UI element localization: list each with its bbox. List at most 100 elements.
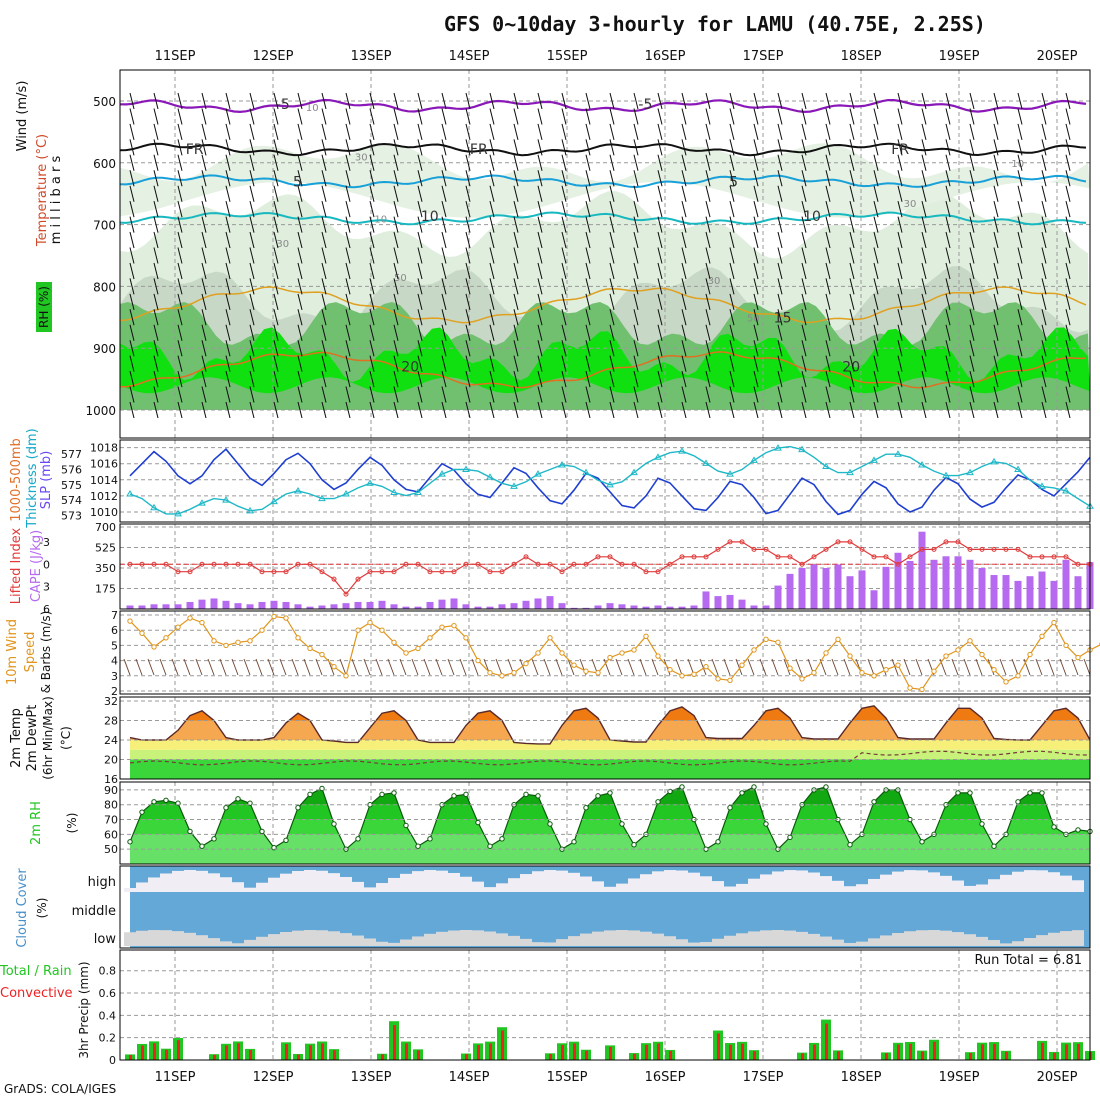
wind-barb <box>657 139 663 156</box>
wind-barb <box>945 386 951 403</box>
li-marker <box>943 539 949 545</box>
rh-contour-label: 50 <box>747 313 760 324</box>
li-marker <box>379 569 385 575</box>
wind-barb <box>633 340 639 357</box>
rh-marker <box>223 805 229 811</box>
high-cloud-bar <box>196 870 208 892</box>
wind-barb <box>369 154 375 171</box>
wind-speed-marker <box>607 654 613 661</box>
wind-barb <box>297 386 303 403</box>
high-cloud-bar <box>856 884 868 892</box>
precip-conv-bar <box>177 1040 180 1060</box>
low-cloud-bar <box>1048 932 1060 946</box>
low-cloud-bar <box>784 930 796 946</box>
wind-barb <box>585 370 591 388</box>
wind-barb <box>417 201 423 218</box>
cape-bar <box>450 598 458 609</box>
wind-barb <box>273 401 279 419</box>
li-marker <box>631 561 637 567</box>
isotherm-label: 10 <box>421 209 439 225</box>
wind-label-3: & Barbs (m/s) <box>39 611 53 694</box>
wind-barb <box>321 370 327 388</box>
wind-barb <box>729 92 735 110</box>
wind-barb <box>969 154 975 171</box>
wind-barb <box>537 340 543 357</box>
thickness-tick: 574 <box>61 494 82 507</box>
wind-barb <box>873 309 879 326</box>
precip-conv-bar <box>585 1050 588 1060</box>
wind-barb <box>441 370 447 388</box>
li-marker <box>655 569 661 575</box>
temp-band <box>130 749 1090 760</box>
wind-barb <box>369 185 375 202</box>
wind-barb <box>345 185 351 202</box>
temp-label-1: 2m Temp <box>9 708 24 768</box>
wind-barb <box>321 355 327 372</box>
wind-speed-marker <box>727 677 733 684</box>
wind-barb <box>681 386 687 403</box>
wind-speed-marker <box>127 618 133 624</box>
wind-barb <box>489 185 495 202</box>
low-cloud-bar <box>172 931 184 946</box>
wind-barb <box>201 216 207 233</box>
wind-speed-tick: 3 <box>111 670 118 683</box>
high-cloud-bar <box>484 887 496 892</box>
wind-barb <box>993 170 999 187</box>
wind-barb <box>585 262 591 280</box>
wind-barb <box>441 201 447 218</box>
surface-wind-barb <box>783 658 791 676</box>
wind-barb <box>705 170 711 187</box>
wind-barb <box>705 185 711 202</box>
wind-barb <box>681 370 687 388</box>
surface-wind-barb <box>843 658 851 676</box>
wind-barb <box>729 216 735 233</box>
wind-barb <box>417 324 423 341</box>
slp-tick: 1012 <box>90 490 118 503</box>
precip-legend-convective: Convective <box>0 986 73 1001</box>
high-cloud-bar <box>772 871 784 892</box>
wind-barb <box>1065 293 1071 310</box>
temp-band <box>130 759 1090 779</box>
high-cloud-bar <box>352 881 364 892</box>
wind-barb <box>945 340 951 357</box>
li-marker <box>283 569 289 575</box>
high-cloud-bar <box>784 870 796 892</box>
cloud-level-label: high <box>88 875 116 890</box>
wind-barb <box>225 324 231 341</box>
high-cloud-bar <box>748 878 760 892</box>
wind-speed-marker <box>1003 679 1009 685</box>
rh-marker <box>127 839 133 845</box>
wind-barb <box>633 139 639 156</box>
high-cloud-bar <box>148 877 160 892</box>
wind-barb <box>753 201 759 218</box>
wind-barb <box>441 170 447 187</box>
wind-barb <box>417 370 423 388</box>
wind-speed-marker <box>643 633 649 639</box>
wind-barb <box>897 185 903 202</box>
li-marker <box>979 546 985 552</box>
cape-bar <box>306 606 314 609</box>
wind-barb <box>921 340 927 357</box>
wind-barb <box>633 386 639 403</box>
li-marker <box>463 561 469 567</box>
wind-side-label: Wind (m/s) <box>15 81 30 152</box>
high-cloud-bar <box>580 876 592 892</box>
wind-barb <box>1041 170 1047 187</box>
wind-barb <box>729 170 735 187</box>
wind-barb <box>321 216 327 233</box>
surface-wind-barb <box>135 658 143 676</box>
wind-barb <box>153 262 159 280</box>
thickness-label-1: 1000-500mb <box>9 438 24 522</box>
wind-barb <box>633 293 639 310</box>
precip-conv-bar <box>645 1044 648 1060</box>
wind-barb <box>681 139 687 156</box>
wind-speed-marker <box>751 647 757 653</box>
low-cloud-bar <box>412 936 424 946</box>
wind-barb <box>777 262 783 280</box>
wind-barb <box>249 370 255 388</box>
wind-barb <box>1065 324 1071 341</box>
cape-bar <box>918 531 926 609</box>
wind-barb <box>321 154 327 171</box>
thickness-marker <box>822 462 830 469</box>
pressure-axis-label: m i l l i b a r s <box>49 156 64 245</box>
